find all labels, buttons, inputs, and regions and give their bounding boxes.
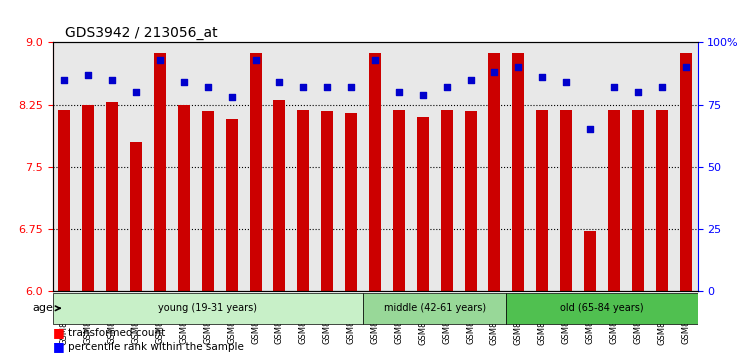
Text: ■: ■: [53, 341, 64, 353]
Bar: [345, 113, 357, 291]
FancyBboxPatch shape: [53, 293, 363, 324]
Text: young (19-31 years): young (19-31 years): [158, 303, 257, 313]
Bar: [632, 110, 644, 291]
Point: [632, 89, 644, 95]
Bar: [441, 109, 453, 291]
Bar: [417, 117, 429, 291]
Bar: [560, 109, 572, 291]
Point: [464, 77, 476, 82]
Bar: [250, 53, 262, 291]
Bar: [130, 142, 142, 291]
Bar: [58, 109, 70, 291]
FancyBboxPatch shape: [363, 293, 506, 324]
Text: GDS3942 / 213056_at: GDS3942 / 213056_at: [65, 26, 218, 40]
Bar: [154, 53, 166, 291]
Text: ■: ■: [53, 326, 64, 339]
Bar: [82, 104, 94, 291]
Point: [250, 57, 262, 63]
Point: [417, 92, 429, 97]
Bar: [680, 53, 692, 291]
Bar: [297, 110, 309, 291]
Point: [106, 77, 118, 82]
Point: [369, 57, 381, 63]
Bar: [512, 53, 524, 291]
Bar: [226, 120, 238, 291]
Point: [441, 84, 453, 90]
Point: [680, 64, 692, 70]
Bar: [369, 53, 381, 291]
Point: [178, 79, 190, 85]
Point: [226, 94, 238, 100]
Point: [608, 84, 620, 90]
Bar: [178, 105, 190, 291]
Text: transformed count: transformed count: [68, 328, 165, 338]
Bar: [464, 111, 476, 291]
Point: [488, 69, 500, 75]
Point: [297, 84, 309, 90]
Text: age: age: [33, 303, 60, 313]
Bar: [656, 109, 668, 291]
Bar: [584, 231, 596, 291]
Point: [345, 84, 357, 90]
Text: old (65-84 years): old (65-84 years): [560, 303, 644, 313]
Point: [202, 84, 214, 90]
Point: [321, 84, 333, 90]
Bar: [202, 111, 214, 291]
Bar: [536, 109, 548, 291]
Text: middle (42-61 years): middle (42-61 years): [384, 303, 486, 313]
FancyBboxPatch shape: [506, 293, 698, 324]
Point: [584, 127, 596, 132]
Point: [393, 89, 405, 95]
Bar: [321, 111, 333, 291]
Point: [274, 79, 286, 85]
Bar: [274, 101, 286, 291]
Bar: [488, 53, 500, 291]
Bar: [106, 102, 118, 291]
Text: percentile rank within the sample: percentile rank within the sample: [68, 342, 243, 352]
Point: [58, 77, 70, 82]
Point: [656, 84, 668, 90]
Bar: [393, 109, 405, 291]
Point: [536, 74, 548, 80]
Point: [130, 89, 142, 95]
Point: [512, 64, 524, 70]
Point: [82, 72, 94, 78]
Bar: [608, 110, 619, 291]
Point: [154, 57, 166, 63]
Point: [560, 79, 572, 85]
